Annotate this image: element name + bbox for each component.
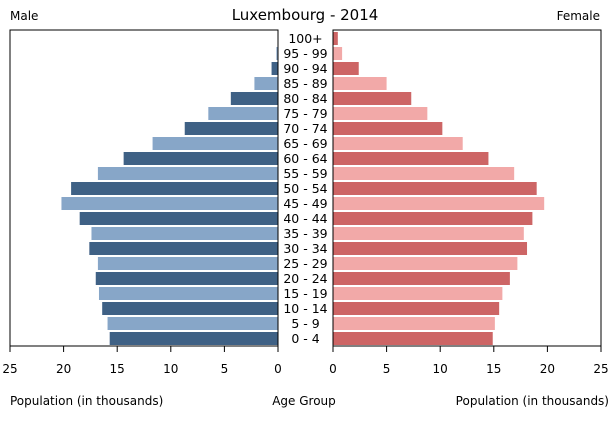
female-bar-25-29	[333, 257, 518, 270]
x-axis-label-female: Population (in thousands)	[456, 394, 609, 408]
female-x-tick-label: 5	[383, 362, 391, 376]
male-bar-35-39	[91, 227, 278, 240]
male-x-tick-label: 25	[2, 362, 17, 376]
left-header-label: Male	[10, 9, 38, 23]
female-x-tick-label: 25	[593, 362, 608, 376]
male-bar-55-59	[97, 167, 279, 180]
age-label: 40 - 44	[283, 211, 327, 226]
age-label: 85 - 89	[283, 76, 327, 91]
male-bar-85-89	[254, 77, 278, 90]
male-bar-40-44	[79, 212, 279, 225]
female-bar-10-14	[333, 302, 500, 315]
female-x-tick-label: 0	[329, 362, 337, 376]
male-bar-15-19	[98, 287, 278, 300]
age-label: 95 - 99	[283, 46, 327, 61]
female-bar-75-79	[333, 107, 428, 120]
age-label: 55 - 59	[283, 166, 327, 181]
male-x-tick-label: 0	[274, 362, 282, 376]
female-bar-45-49	[333, 197, 545, 210]
male-bar-95-99	[276, 47, 278, 60]
male-bar-25-29	[97, 257, 279, 270]
female-bar-100+	[333, 32, 338, 45]
female-bar-70-74	[333, 122, 443, 135]
age-label: 0 - 4	[291, 331, 319, 346]
female-bar-55-59	[333, 167, 515, 180]
age-label: 30 - 34	[283, 241, 327, 256]
male-x-tick-label: 20	[56, 362, 71, 376]
female-bar-60-64	[333, 152, 489, 165]
female-x-tick-label: 10	[433, 362, 448, 376]
age-label: 35 - 39	[283, 226, 327, 241]
male-bars-group	[61, 32, 279, 345]
female-bar-80-84	[333, 92, 412, 105]
age-label: 100+	[288, 31, 322, 46]
male-bar-60-64	[123, 152, 279, 165]
female-bars-group	[333, 32, 545, 345]
age-label: 25 - 29	[283, 256, 327, 271]
chart-title: Luxembourg - 2014	[232, 6, 379, 24]
female-bar-90-94	[333, 62, 359, 75]
right-header-label: Female	[557, 9, 600, 23]
age-label: 75 - 79	[283, 106, 327, 121]
male-x-tick-label: 5	[221, 362, 229, 376]
age-label: 5 - 9	[291, 316, 319, 331]
male-bar-65-69	[152, 137, 278, 150]
male-bar-10-14	[102, 302, 278, 315]
male-bar-80-84	[230, 92, 278, 105]
female-bar-5-9	[333, 317, 495, 330]
female-bar-65-69	[333, 137, 463, 150]
age-label: 65 - 69	[283, 136, 327, 151]
age-label: 15 - 19	[283, 286, 327, 301]
male-bar-0-4	[109, 332, 278, 345]
age-label: 20 - 24	[283, 271, 327, 286]
age-label: 50 - 54	[283, 181, 327, 196]
female-x-tick-label: 20	[540, 362, 555, 376]
female-bar-95-99	[333, 47, 343, 60]
female-plot-frame	[332, 29, 602, 347]
male-bar-5-9	[107, 317, 278, 330]
male-bar-90-94	[271, 62, 278, 75]
male-bar-30-34	[89, 242, 278, 255]
female-bar-85-89	[333, 77, 387, 90]
female-bar-20-24	[333, 272, 510, 285]
female-x-tick-label: 15	[486, 362, 501, 376]
male-plot-frame	[9, 29, 279, 347]
male-x-tick-label: 15	[110, 362, 125, 376]
male-bar-75-79	[208, 107, 278, 120]
male-x-tick-label: 10	[163, 362, 178, 376]
age-label: 90 - 94	[283, 61, 327, 76]
age-label: 45 - 49	[283, 196, 327, 211]
female-bar-50-54	[333, 182, 537, 195]
female-bar-40-44	[333, 212, 533, 225]
female-bar-35-39	[333, 227, 524, 240]
age-label: 60 - 64	[283, 151, 327, 166]
x-axis-label-center: Age Group	[272, 394, 336, 408]
age-label: 80 - 84	[283, 91, 327, 106]
male-bar-20-24	[95, 272, 278, 285]
male-x-axis: 0 5 10 15 20 25	[2, 346, 282, 376]
female-bar-0-4	[333, 332, 493, 345]
male-bar-70-74	[184, 122, 278, 135]
female-x-axis: 0 5 10 15 20 25	[329, 346, 609, 376]
male-bar-50-54	[71, 182, 278, 195]
male-bar-45-49	[61, 197, 279, 210]
age-label: 70 - 74	[283, 121, 327, 136]
female-bar-30-34	[333, 242, 528, 255]
age-label: 10 - 14	[283, 301, 327, 316]
female-bar-15-19	[333, 287, 503, 300]
x-axis-label-male: Population (in thousands)	[10, 394, 163, 408]
